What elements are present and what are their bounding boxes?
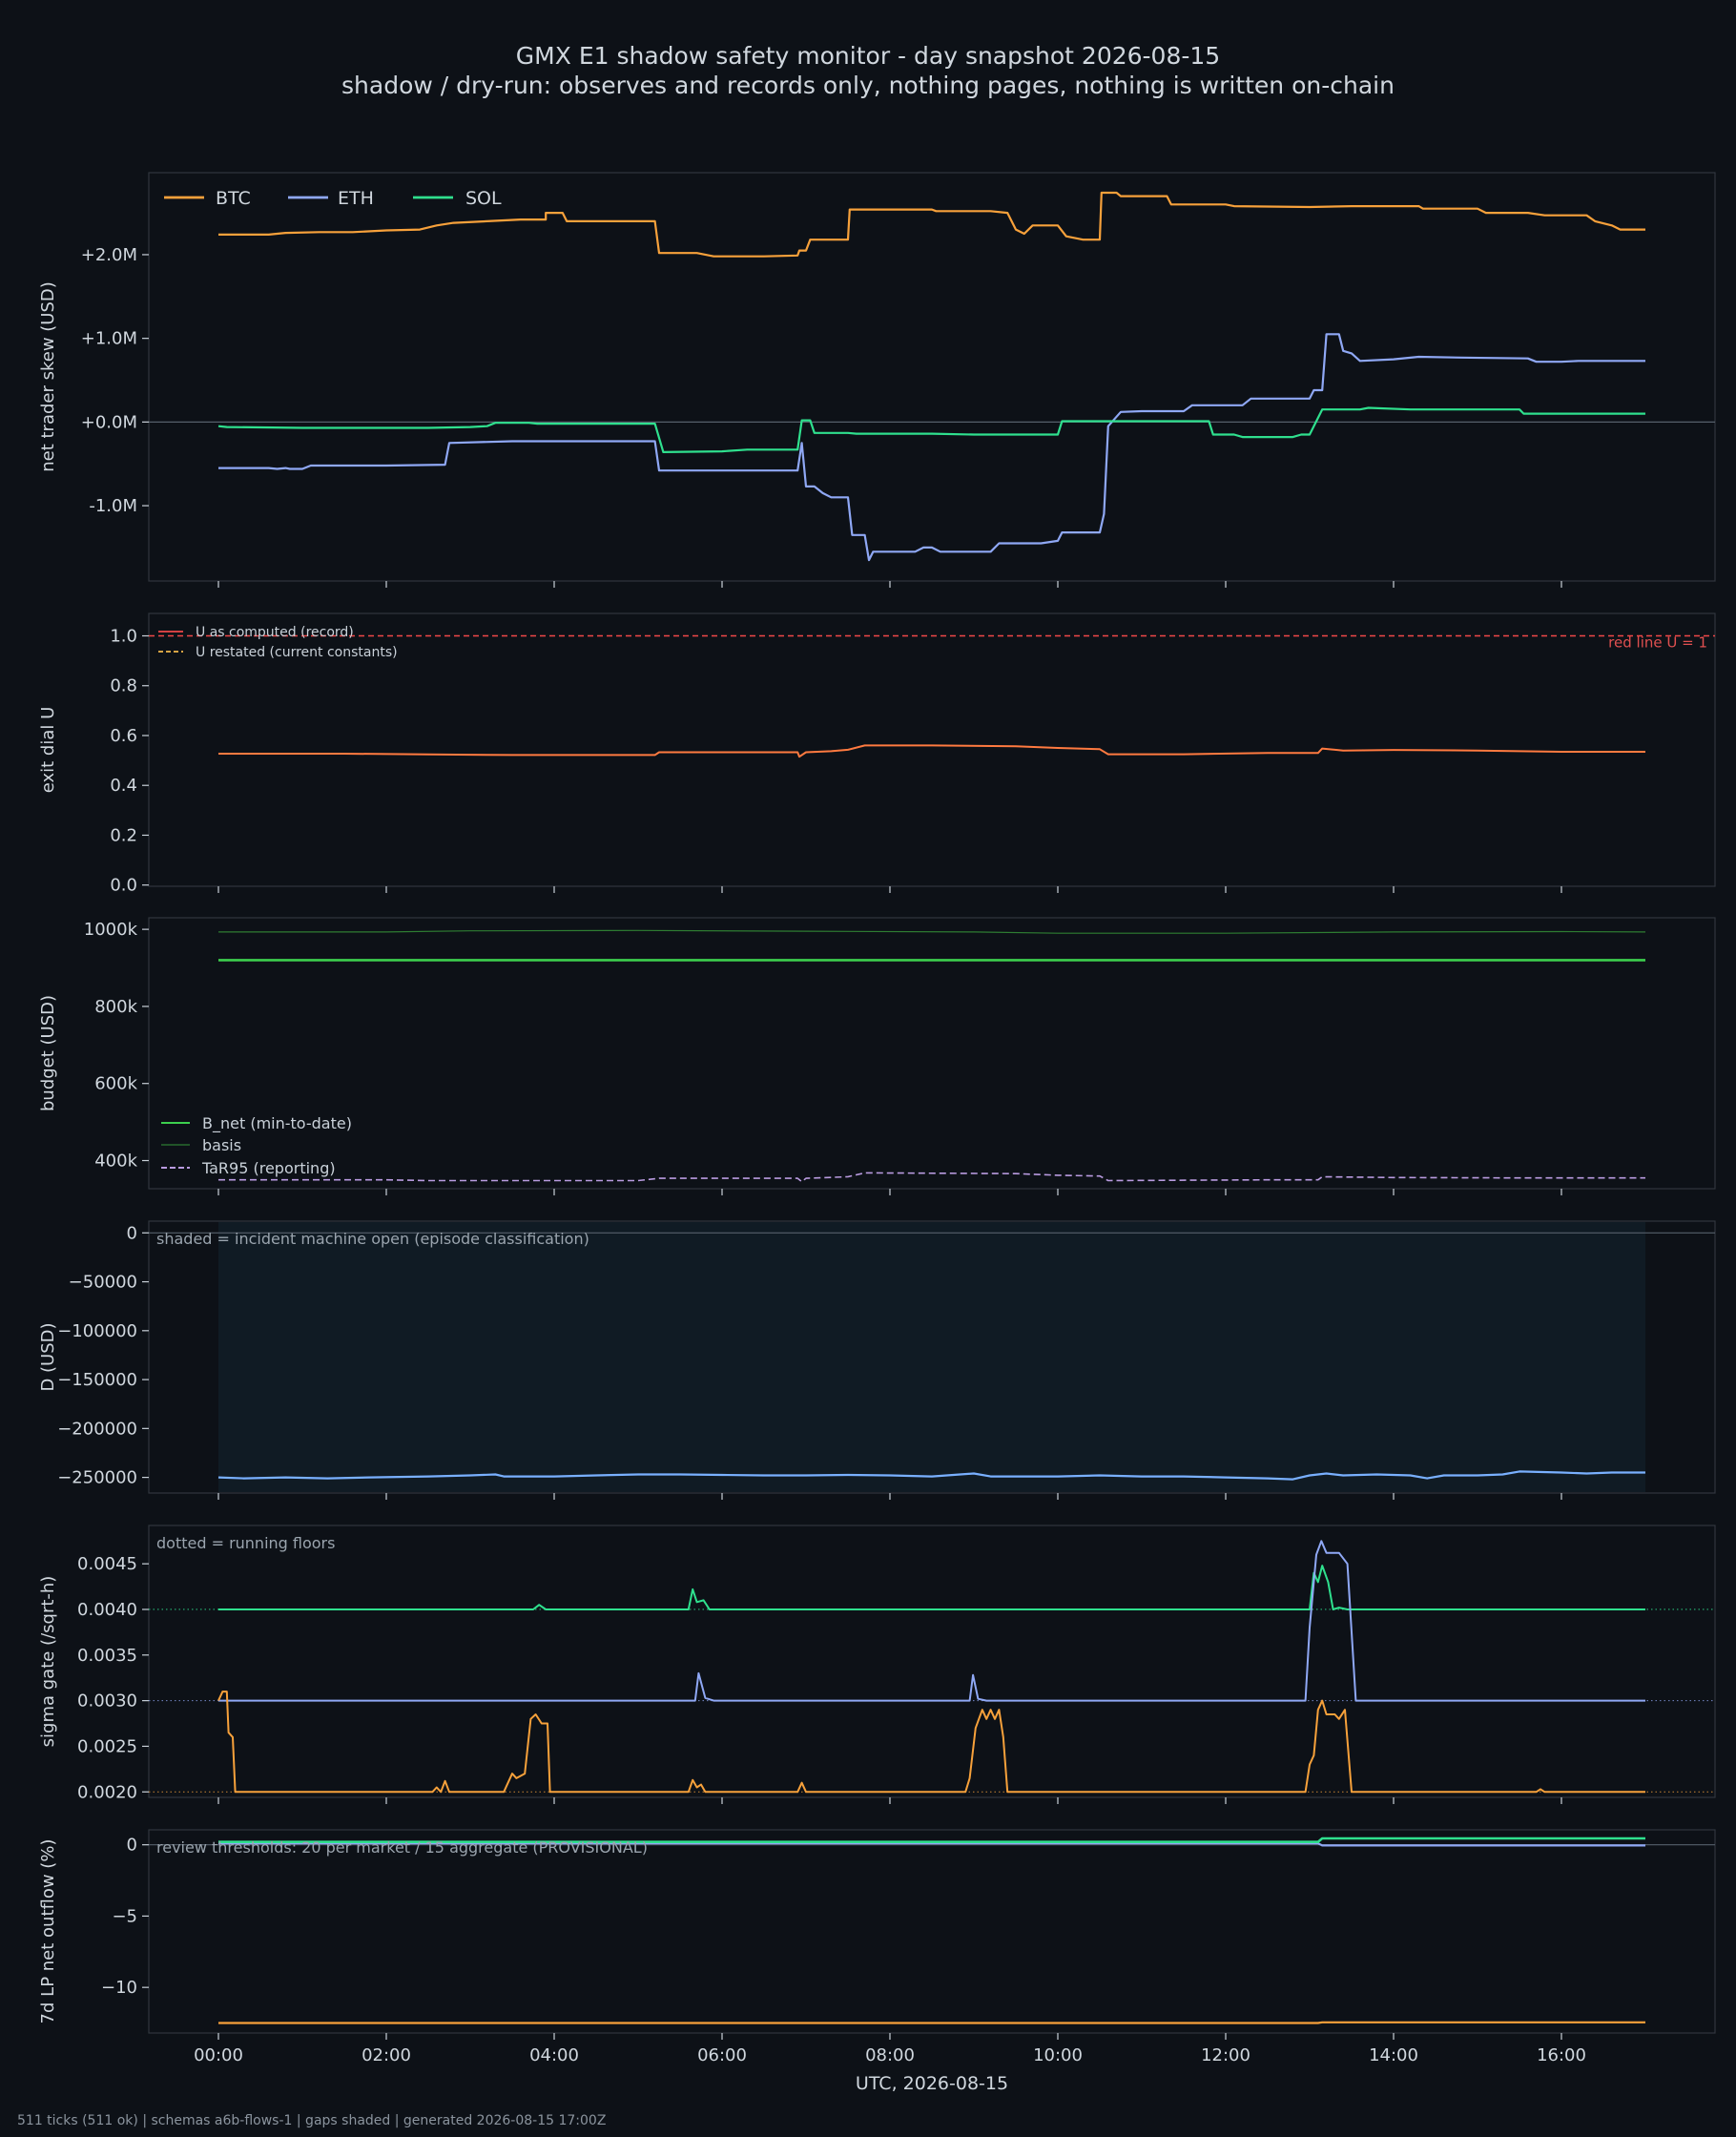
y-tick-label: +1.0M [81, 329, 137, 349]
series-line-sol [218, 1565, 1645, 1610]
panel-budget: 400k 600k 800k 1000k budget (USD) [38, 917, 1716, 1195]
y-axis-label: sigma gate (/sqrt-h) [38, 1576, 58, 1748]
panel-frame [148, 1829, 1716, 2034]
series-line-tar95-reporting- [218, 1172, 1645, 1183]
page-title: GMX E1 shadow safety monitor - day snaps… [515, 42, 1221, 70]
legend-label: BTC [216, 188, 251, 209]
panel-annotation: dotted = running floors [156, 1534, 335, 1552]
x-tick-label: 00:00 [194, 2045, 243, 2065]
y-tick-label: +0.0M [81, 412, 137, 432]
legend-label: B_net (min-to-date) [202, 1114, 352, 1133]
y-tick-label: −200000 [57, 1419, 137, 1439]
y-tick-label: 1000k [84, 920, 138, 940]
series-line-eth [218, 333, 1645, 562]
x-tick-label: 16:00 [1537, 2045, 1586, 2065]
x-tick-label: 02:00 [362, 2045, 411, 2065]
y-axis-label: D (USD) [38, 1322, 58, 1391]
x-axis-label: UTC, 2026-08-15 [856, 2073, 1008, 2094]
series-line-basis [218, 929, 1646, 934]
y-tick-label: -1.0M [89, 496, 137, 516]
y-tick-label: 0.0035 [77, 1646, 137, 1666]
y-tick-label: −250000 [57, 1468, 137, 1488]
y-axis-label: net trader skew (USD) [38, 281, 58, 472]
y-tick-label: 800k [94, 997, 137, 1017]
x-tick-label: 10:00 [1033, 2045, 1083, 2065]
page-subtitle: shadow / dry-run: observes and records o… [341, 72, 1395, 99]
panel-lp_outflow: 0 −5 −10 7d LP net outflow (%) review thresh… [38, 1829, 1716, 2040]
series-line-sol [218, 1836, 1645, 1843]
y-tick-label: 0.6 [110, 726, 137, 746]
panel-annotation: shaded = incident machine open (episode … [156, 1230, 589, 1248]
y-tick-label: 0.0 [110, 876, 137, 896]
footer-status: 511 ticks (511 ok) | schemas a6b-flows-1… [17, 2113, 607, 2128]
series-line-btc [218, 191, 1645, 258]
y-axis-label: budget (USD) [38, 995, 58, 1111]
legend-label: U as computed (record) [196, 625, 354, 640]
legend-label: ETH [338, 188, 374, 209]
series-line-d [217, 1470, 1645, 1481]
y-tick-label: −50000 [69, 1273, 137, 1293]
panel-skew: +2.0M +1.0M +0.0M -1.0M net trader skew (USD… [38, 172, 1716, 588]
y-tick-label: 0.0040 [77, 1600, 137, 1620]
y-tick-label: 0.0045 [77, 1554, 137, 1574]
panel-exit_dial: red line U = 1 0.0 0.2 0.4 0.6 0.8 1.0 exit dia… [38, 612, 1716, 896]
y-tick-label: 0.4 [110, 776, 137, 796]
x-tick-label: 08:00 [865, 2045, 915, 2065]
panel-annotation: review thresholds: 20 per market / 15 ag… [156, 1838, 648, 1857]
panel-sigma: 0.0020 0.0025 0.0030 0.0035 0.0040 0.0045 sigm… [38, 1525, 1716, 1804]
panel-frame [148, 1525, 1716, 1798]
x-tick-label: 04:00 [529, 2045, 579, 2065]
y-tick-label: 0 [127, 1836, 137, 1856]
y-tick-label: 0 [127, 1223, 137, 1243]
legend-label: TaR95 (reporting) [201, 1159, 336, 1177]
series-line-eth [218, 1842, 1645, 1847]
y-tick-label: −150000 [57, 1370, 137, 1390]
series-line-u [218, 744, 1645, 758]
x-tick-label: 14:00 [1369, 2045, 1418, 2065]
y-tick-label: 600k [94, 1074, 137, 1094]
series-line-sol [217, 406, 1645, 453]
legend-label: basis [202, 1136, 241, 1154]
panel-frame [148, 172, 1716, 582]
y-tick-label: 1.0 [110, 627, 137, 647]
y-tick-label: 0.8 [110, 676, 137, 696]
incident-shade [218, 1222, 1645, 1492]
series-line-eth [218, 1540, 1645, 1702]
legend-label: U restated (current constants) [196, 645, 398, 660]
y-tick-label: −5 [112, 1906, 137, 1926]
y-tick-label: 0.0030 [77, 1691, 137, 1712]
y-tick-label: −100000 [57, 1321, 137, 1341]
y-tick-label: 0.0025 [77, 1736, 137, 1756]
y-tick-label: 0.0020 [77, 1782, 137, 1802]
x-tick-label: 12:00 [1201, 2045, 1250, 2065]
y-tick-label: 400k [94, 1151, 137, 1172]
y-axis-label: exit dial U [38, 707, 58, 794]
legend-label: SOL [465, 188, 502, 209]
series-line-btc [217, 1691, 1645, 1794]
red-line-label: red line U = 1 [1608, 634, 1707, 652]
y-tick-label: 0.2 [110, 825, 137, 845]
panel-deficit: 0 −50000 −100000 −150000 −200000 −250000 D (US… [38, 1220, 1716, 1500]
y-axis-label: 7d LP net outflow (%) [38, 1839, 58, 2024]
panel-frame [148, 917, 1716, 1190]
y-tick-label: +2.0M [81, 245, 137, 265]
y-tick-label: −10 [101, 1978, 137, 1998]
x-tick-label: 06:00 [697, 2045, 747, 2065]
